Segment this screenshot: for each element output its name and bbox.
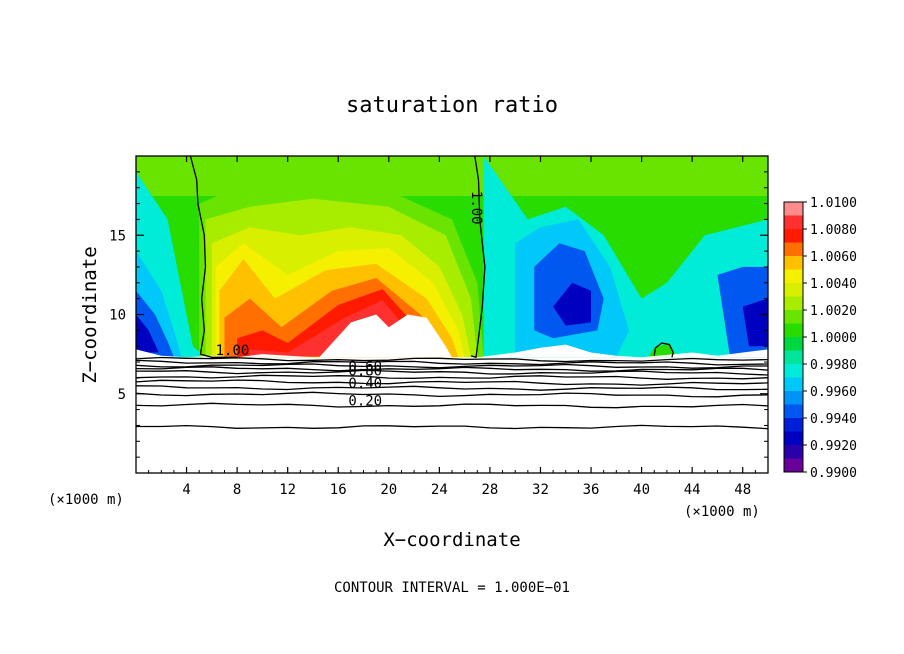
colorbar-label: 0.9900 [810, 466, 857, 481]
contour-strat-7 [136, 385, 768, 391]
colorbar-swatch [784, 229, 803, 243]
contour-strat-10 [136, 424, 768, 430]
colorbar-label: 1.0080 [810, 223, 857, 238]
x-tick-label: 28 [481, 482, 498, 498]
x-tick-label: 16 [330, 482, 347, 498]
x-tick-label: 8 [233, 482, 241, 498]
x-tick-label: 24 [431, 482, 448, 498]
contour-label-4: 0.40 [348, 376, 382, 392]
contour-label-3: 0.80 [348, 364, 382, 380]
colorbar-label: 1.0040 [810, 277, 857, 292]
field-right-darkblue [553, 282, 591, 326]
x-tick-label: 40 [633, 482, 650, 498]
contour-strat-8 [136, 391, 768, 398]
colorbar-label: 1.0060 [810, 250, 857, 265]
saturation-field [136, 156, 768, 473]
colorbar-swatch [784, 296, 803, 311]
x-unit-right: (×1000 m) [684, 504, 760, 520]
colorbar-swatch [784, 269, 803, 284]
field-far-right-navy [742, 298, 768, 347]
colorbar-swatch [784, 215, 803, 230]
x-tick-label: 12 [279, 482, 296, 498]
colorbar-swatch [784, 404, 803, 419]
field-terrain-white [319, 314, 452, 358]
contour-strat-6 [136, 379, 768, 386]
contour-strat-0 [136, 356, 768, 363]
colorbar-swatch [784, 242, 803, 257]
x-tick-label: 48 [734, 482, 751, 498]
y-axis-label: Z−coordinate [79, 246, 101, 383]
field-top-band [136, 156, 768, 196]
contour-strat-9 [136, 402, 768, 409]
colorbar-swatch [784, 350, 803, 365]
x-tick-label: 20 [380, 482, 397, 498]
contour-lines [136, 156, 768, 430]
colorbar-swatch [784, 431, 803, 446]
colorbar-label: 0.9980 [810, 358, 857, 373]
x-axis-label: X−coordinate [383, 529, 520, 551]
colorbar-label: 0.9960 [810, 385, 857, 400]
colorbar-label: 0.9920 [810, 439, 857, 454]
colorbar: 1.0100 1.0080 1.0060 1.0040 1.0020 1.0000 0.99… [783, 196, 857, 481]
x-tick-label: 4 [182, 482, 190, 498]
colorbar-swatch [784, 418, 803, 432]
colorbar-swatch [784, 310, 803, 324]
y-tick-label: 5 [118, 387, 126, 403]
colorbar-swatch [784, 391, 803, 405]
chart-title: saturation ratio [346, 93, 558, 118]
colorbar-swatch [784, 445, 803, 459]
colorbar-label: 1.0100 [810, 196, 857, 211]
x-axis: 4 8 12 16 20 24 28 32 36 40 44 48 [148, 156, 756, 498]
x-unit-left: (×1000 m) [48, 492, 124, 508]
colorbar-swatch [784, 458, 803, 473]
contour-1-00-mid [470, 156, 486, 359]
y-tick-label: 10 [109, 308, 126, 324]
colorbar-swatch [784, 364, 803, 378]
colorbar-swatch [784, 202, 803, 216]
contour-strat-3 [136, 366, 768, 372]
contour-strat-5 [136, 374, 768, 380]
contour-1-00-left [189, 156, 238, 358]
contour-strat-1 [136, 359, 768, 366]
contour-strat-2 [136, 363, 768, 369]
colorbar-label: 0.9940 [810, 412, 857, 427]
colorbar-swatch [784, 337, 803, 351]
x-tick-label: 36 [583, 482, 600, 498]
colorbar-label: 1.0020 [810, 304, 857, 319]
contour-label-5: 0.20 [348, 394, 382, 410]
x-tick-label: 32 [532, 482, 549, 498]
colorbar-swatch [784, 283, 803, 297]
y-axis: 5 10 15 [109, 171, 768, 458]
contour-interval-note: CONTOUR INTERVAL = 1.000E−01 [334, 580, 570, 596]
field-surface-edge [136, 344, 768, 358]
contour-label-0: 1.00 [216, 343, 250, 359]
colorbar-swatch [784, 256, 803, 270]
colorbar-label: 1.0000 [810, 331, 857, 346]
field-subsurface [136, 357, 768, 473]
colorbar-swatch [784, 377, 803, 392]
y-tick-label: 15 [109, 228, 126, 244]
colorbar-swatch [784, 323, 803, 338]
x-tick-label: 44 [684, 482, 701, 498]
contour-label-1: 1.00 [468, 191, 484, 225]
contour-1-00-right [653, 342, 674, 358]
field-left-darkblue [136, 314, 159, 353]
contour-strat-4 [136, 369, 768, 376]
contour-label-2: 0.60 [348, 359, 382, 375]
